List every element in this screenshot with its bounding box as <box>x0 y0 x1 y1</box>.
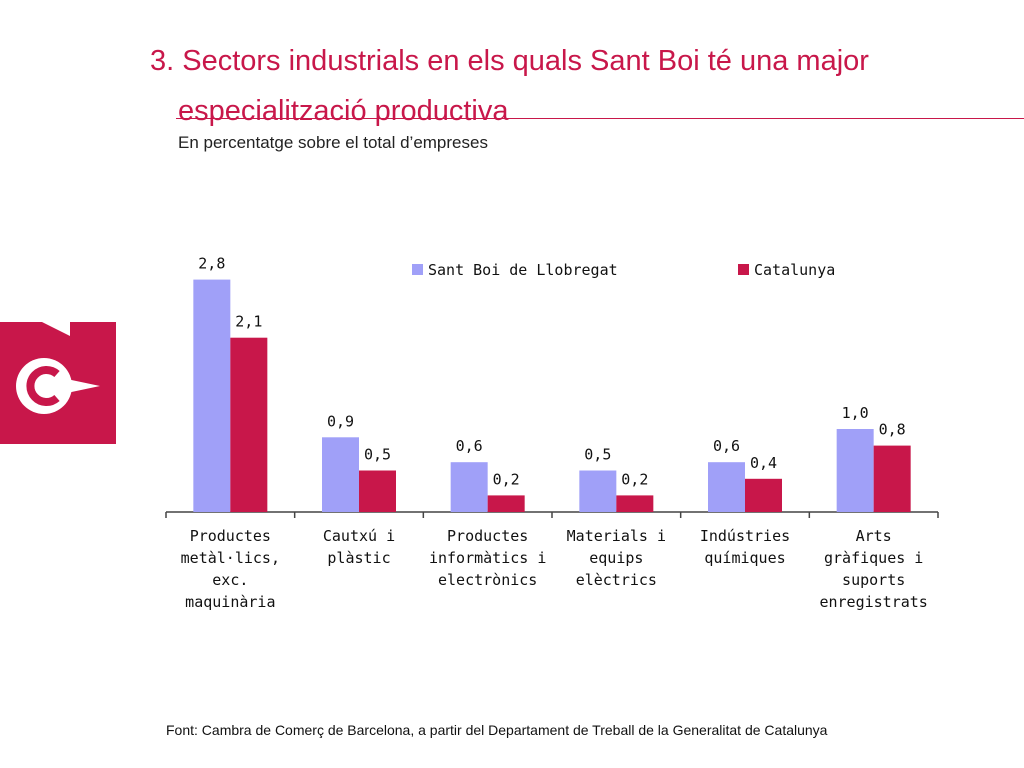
bar-sant-boi <box>708 462 745 512</box>
category-label: Productes metàl·lics, exc. maquinària <box>181 527 280 611</box>
bar-value-label: 0,2 <box>493 470 520 488</box>
bar-value-label: 1,0 <box>842 404 869 422</box>
bar-value-label: 0,6 <box>713 437 740 455</box>
category-label: Arts gràfiques i suports enregistrats <box>819 527 927 611</box>
title-divider <box>176 118 1024 119</box>
bar-value-label: 0,5 <box>584 446 611 464</box>
bar-value-label: 0,6 <box>456 437 483 455</box>
source-note: Font: Cambra de Comerç de Barcelona, a p… <box>166 722 828 738</box>
bar-catalunya <box>230 337 268 512</box>
bar-value-label: 0,9 <box>327 412 354 430</box>
bar-value-label: 2,8 <box>198 255 225 273</box>
category-label: Productes informàtics i electrònics <box>429 527 546 589</box>
title-line-2: especialització productiva <box>178 95 509 127</box>
category-label: Materials i equips elèctrics <box>567 527 666 589</box>
bar-value-label: 0,5 <box>364 446 391 464</box>
bar-sant-boi <box>450 462 488 512</box>
page-title: 3. Sectors industrials en els quals Sant… <box>150 36 1010 136</box>
legend-label: Sant Boi de Llobregat <box>428 261 618 279</box>
bar-value-label: 0,4 <box>750 454 777 472</box>
chart-subtitle: En percentatge sobre el total d’empreses <box>178 133 488 152</box>
title-line-1: 3. Sectors industrials en els quals Sant… <box>150 45 869 77</box>
bar-catalunya <box>745 478 782 512</box>
bar-sant-boi <box>836 429 874 512</box>
bar-catalunya <box>487 495 525 512</box>
category-label: Cautxú i plàstic <box>323 527 395 567</box>
legend-swatch <box>412 264 423 275</box>
bar-value-label: 0,8 <box>879 421 906 439</box>
bar-catalunya <box>616 495 654 512</box>
bar-value-label: 0,2 <box>621 470 648 488</box>
legend-label: Catalunya <box>754 261 835 279</box>
bar-catalunya <box>873 445 911 512</box>
bar-catalunya <box>359 470 396 512</box>
category-label: Indústries químiques <box>700 527 790 567</box>
legend-swatch <box>738 264 749 275</box>
cambra-logo-icon <box>0 322 116 444</box>
bar-value-label: 2,1 <box>235 313 262 331</box>
bar-sant-boi <box>322 437 359 512</box>
bar-sant-boi <box>193 279 231 512</box>
bar-sant-boi <box>579 470 617 512</box>
